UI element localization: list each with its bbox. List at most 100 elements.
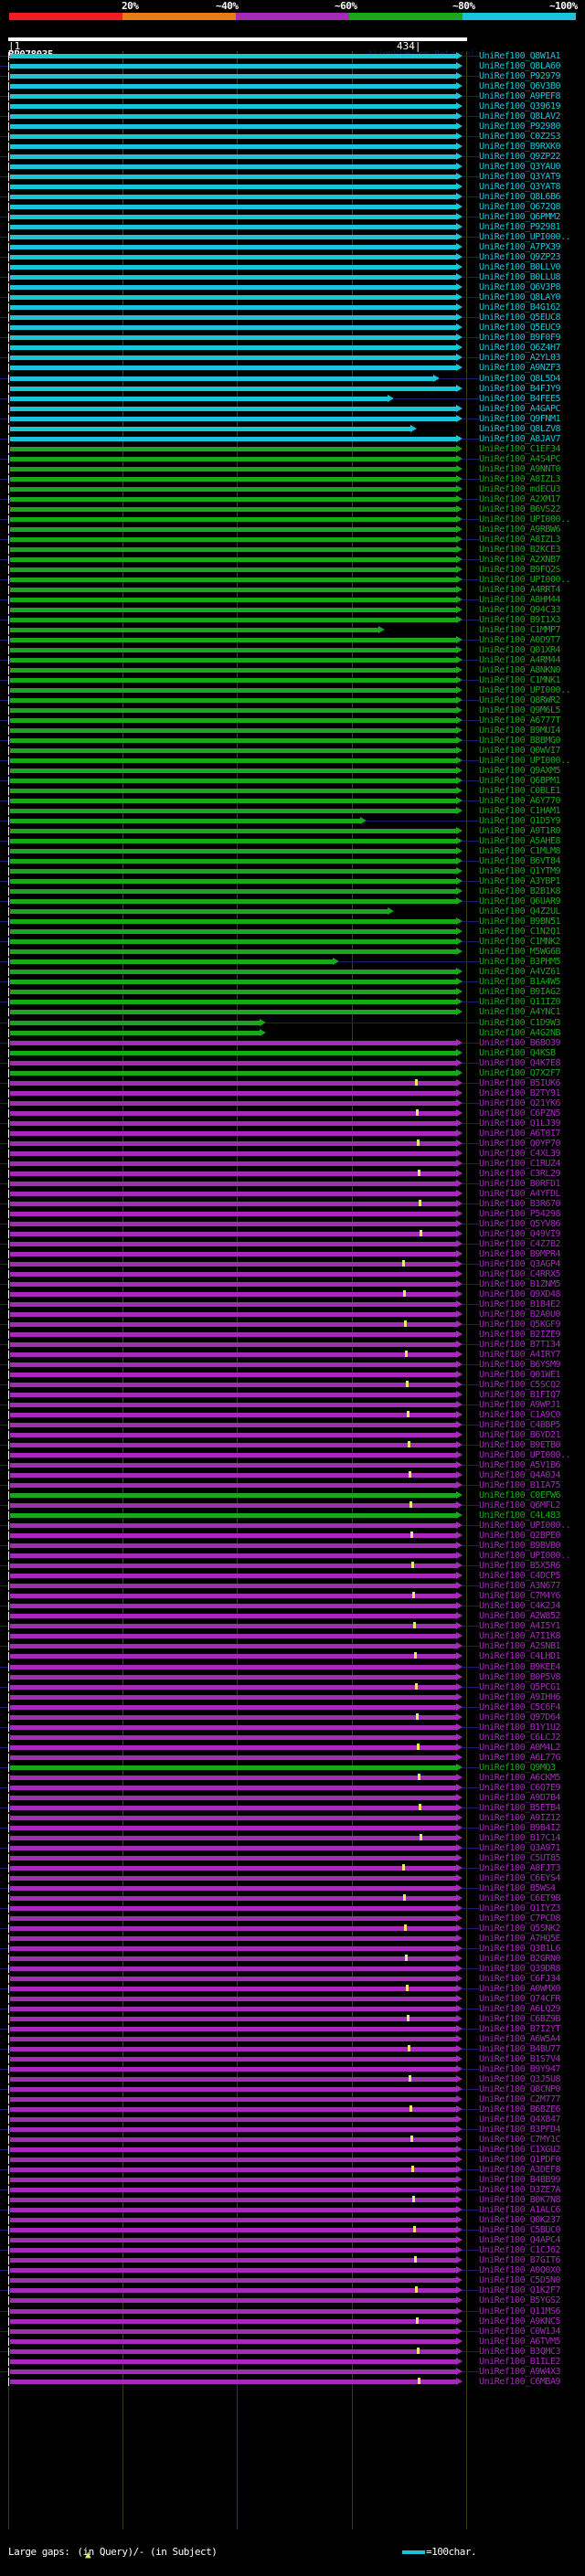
subject-id-label[interactable]: UniRef100_UPI000.. <box>479 1551 571 1562</box>
alignment-row[interactable]: UniRef100_B9B4I2 <box>0 1823 585 1833</box>
subject-id-label[interactable]: UniRef100_A2SNB1 <box>479 1641 561 1652</box>
alignment-row[interactable]: UniRef100_C6ET9B <box>0 1893 585 1903</box>
subject-id-label[interactable]: UniRef100_Q97D64 <box>479 1712 561 1723</box>
alignment-row[interactable]: UniRef100_B6BZE6 <box>0 2104 585 2115</box>
subject-id-label[interactable]: UniRef100_C5SCQ2 <box>479 1380 561 1391</box>
alignment-row[interactable]: UniRef100_A6W5A4 <box>0 2034 585 2044</box>
alignment-row[interactable]: UniRef100_B0K7N8 <box>0 2195 585 2205</box>
subject-id-label[interactable]: UniRef100_C1N2Q1 <box>479 927 561 938</box>
subject-id-label[interactable]: UniRef100_mdECU3 <box>479 483 561 494</box>
alignment-row[interactable]: UniRef100_B3PFD4 <box>0 2125 585 2135</box>
alignment-row[interactable]: UniRef100_A9NZF3 <box>0 363 585 373</box>
alignment-row[interactable]: UniRef100_C1MMP7 <box>0 625 585 635</box>
subject-id-label[interactable]: UniRef100_C6ET9B <box>479 1892 561 1903</box>
hsp-bar[interactable] <box>10 1020 261 1025</box>
alignment-row[interactable]: UniRef100_A9RBW6 <box>0 525 585 535</box>
alignment-row[interactable]: UniRef100_C4Z7B2 <box>0 1239 585 1249</box>
alignment-row[interactable]: UniRef100_B9BVB0 <box>0 1541 585 1551</box>
subject-id-label[interactable]: UniRef100_A8NKN0 <box>479 664 561 675</box>
subject-id-label[interactable]: UniRef100_Q39619 <box>479 101 561 112</box>
alignment-row[interactable]: UniRef100_Q6V3B0 <box>0 81 585 91</box>
alignment-row[interactable]: UniRef100_C5SCQ2 <box>0 1380 585 1390</box>
alignment-row[interactable]: UniRef100_A3DEF8 <box>0 2165 585 2175</box>
hsp-bar[interactable] <box>10 1171 458 1176</box>
subject-id-label[interactable]: UniRef100_B4FJY9 <box>479 383 561 394</box>
subject-id-label[interactable]: UniRef100_D3ZE7A <box>479 2185 561 2196</box>
alignment-row[interactable]: UniRef100_A8JAV7 <box>0 434 585 444</box>
alignment-row[interactable]: UniRef100_C1MNK2 <box>0 937 585 947</box>
alignment-row[interactable]: UniRef100_Q5PCG1 <box>0 1682 585 1692</box>
subject-id-label[interactable]: UniRef100_UPI000.. <box>479 1450 571 1461</box>
alignment-row[interactable]: UniRef100_A6LQ29 <box>0 2004 585 2014</box>
hsp-bar[interactable] <box>10 1574 458 1579</box>
hsp-bar[interactable] <box>10 577 458 582</box>
subject-id-label[interactable]: UniRef100_A2W852 <box>479 1611 561 1622</box>
alignment-row[interactable]: UniRef100_UPI000.. <box>0 756 585 766</box>
subject-id-label[interactable]: UniRef100_C4Z7B2 <box>479 1238 561 1249</box>
subject-id-label[interactable]: UniRef100_B5ETB4 <box>479 1802 561 1813</box>
hsp-bar[interactable] <box>10 1463 458 1468</box>
alignment-row[interactable]: UniRef100_C2M777 <box>0 2094 585 2104</box>
subject-id-label[interactable]: UniRef100_P92979 <box>479 71 561 82</box>
hsp-bar[interactable] <box>10 275 458 281</box>
alignment-row[interactable]: UniRef100_Q3J5U8 <box>0 2074 585 2084</box>
alignment-row[interactable]: UniRef100_C7MY1C <box>0 2135 585 2145</box>
alignment-row[interactable]: UniRef100_B4BB99 <box>0 2175 585 2185</box>
subject-id-label[interactable]: UniRef100_B0RFD1 <box>479 1178 561 1189</box>
hsp-bar[interactable] <box>10 345 458 351</box>
subject-id-label[interactable]: UniRef100_B9I1X3 <box>479 614 561 625</box>
alignment-row[interactable]: UniRef100_B6VT84 <box>0 856 585 866</box>
hsp-bar[interactable] <box>10 175 458 180</box>
alignment-row[interactable]: UniRef100_Q01XR4 <box>0 645 585 655</box>
subject-id-label[interactable]: UniRef100_C1MNK2 <box>479 937 561 948</box>
alignment-row[interactable]: UniRef100_D3ZE7A <box>0 2185 585 2195</box>
alignment-row[interactable]: UniRef100_B17C14 <box>0 1833 585 1843</box>
subject-id-label[interactable]: UniRef100_C6EYS4 <box>479 1872 561 1883</box>
alignment-row[interactable]: UniRef100_C1MLM8 <box>0 846 585 856</box>
alignment-row[interactable]: UniRef100_C6MBA9 <box>0 2377 585 2387</box>
alignment-row[interactable]: UniRef100_A7I1K8 <box>0 1631 585 1641</box>
hsp-bar[interactable] <box>10 1321 458 1327</box>
subject-id-label[interactable]: UniRef100_A4VZ61 <box>479 967 561 978</box>
hsp-bar[interactable] <box>10 1935 458 1941</box>
hsp-bar[interactable] <box>10 426 412 431</box>
subject-id-label[interactable]: UniRef100_Q3YAU0 <box>479 162 561 173</box>
hsp-bar[interactable] <box>10 154 458 160</box>
hsp-bar[interactable] <box>10 1604 458 1609</box>
hsp-bar[interactable] <box>10 1644 458 1649</box>
alignment-row[interactable]: UniRef100_C4RRX5 <box>0 1269 585 1279</box>
subject-id-label[interactable]: UniRef100_B5X5R6 <box>479 1561 561 1572</box>
hsp-bar[interactable] <box>10 869 458 875</box>
subject-id-label[interactable]: UniRef100_A6Y770 <box>479 796 561 807</box>
hsp-bar[interactable] <box>10 849 458 854</box>
hsp-bar[interactable] <box>10 205 458 210</box>
hsp-bar[interactable] <box>10 1231 458 1236</box>
subject-id-label[interactable]: UniRef100_Q9AXM5 <box>479 766 561 777</box>
hsp-bar[interactable] <box>10 949 458 955</box>
alignment-row[interactable]: UniRef100_B5IUK6 <box>0 1078 585 1088</box>
subject-id-label[interactable]: UniRef100_A3N677 <box>479 1581 561 1592</box>
hsp-bar[interactable] <box>10 1403 458 1408</box>
alignment-row[interactable]: UniRef100_A4YFDL <box>0 1189 585 1199</box>
alignment-row[interactable]: UniRef100_B9Y947 <box>0 2064 585 2074</box>
hsp-bar[interactable] <box>10 698 458 703</box>
subject-id-label[interactable]: UniRef100_Q2BPE0 <box>479 1531 561 1542</box>
hsp-bar[interactable] <box>10 506 458 512</box>
alignment-row[interactable]: UniRef100_B8BMG0 <box>0 736 585 746</box>
hsp-bar[interactable] <box>10 1342 458 1347</box>
subject-id-label[interactable]: UniRef100_Q4APC4 <box>479 2235 561 2246</box>
subject-id-label[interactable]: UniRef100_A9WPJ1 <box>479 1400 561 1411</box>
hsp-bar[interactable] <box>10 1413 458 1418</box>
subject-id-label[interactable]: UniRef100_B9BVB0 <box>479 1541 561 1552</box>
alignment-row[interactable]: UniRef100_Q9ZP22 <box>0 152 585 162</box>
subject-id-label[interactable]: UniRef100_A8HM44 <box>479 594 561 605</box>
subject-id-label[interactable]: UniRef100_P92981 <box>479 222 561 233</box>
hsp-bar[interactable] <box>10 305 458 311</box>
alignment-row[interactable]: UniRef100_Q9FNM1 <box>0 414 585 424</box>
subject-id-label[interactable]: UniRef100_A8IZL3 <box>479 534 561 545</box>
subject-id-label[interactable]: UniRef100_C4XL39 <box>479 1148 561 1159</box>
alignment-row[interactable]: UniRef100_P92979 <box>0 71 585 81</box>
subject-id-label[interactable]: UniRef100_B9ETB0 <box>479 1440 561 1451</box>
subject-id-label[interactable]: UniRef100_Q9ZP22 <box>479 152 561 163</box>
alignment-row[interactable]: UniRef100_A4YNC1 <box>0 1007 585 1017</box>
